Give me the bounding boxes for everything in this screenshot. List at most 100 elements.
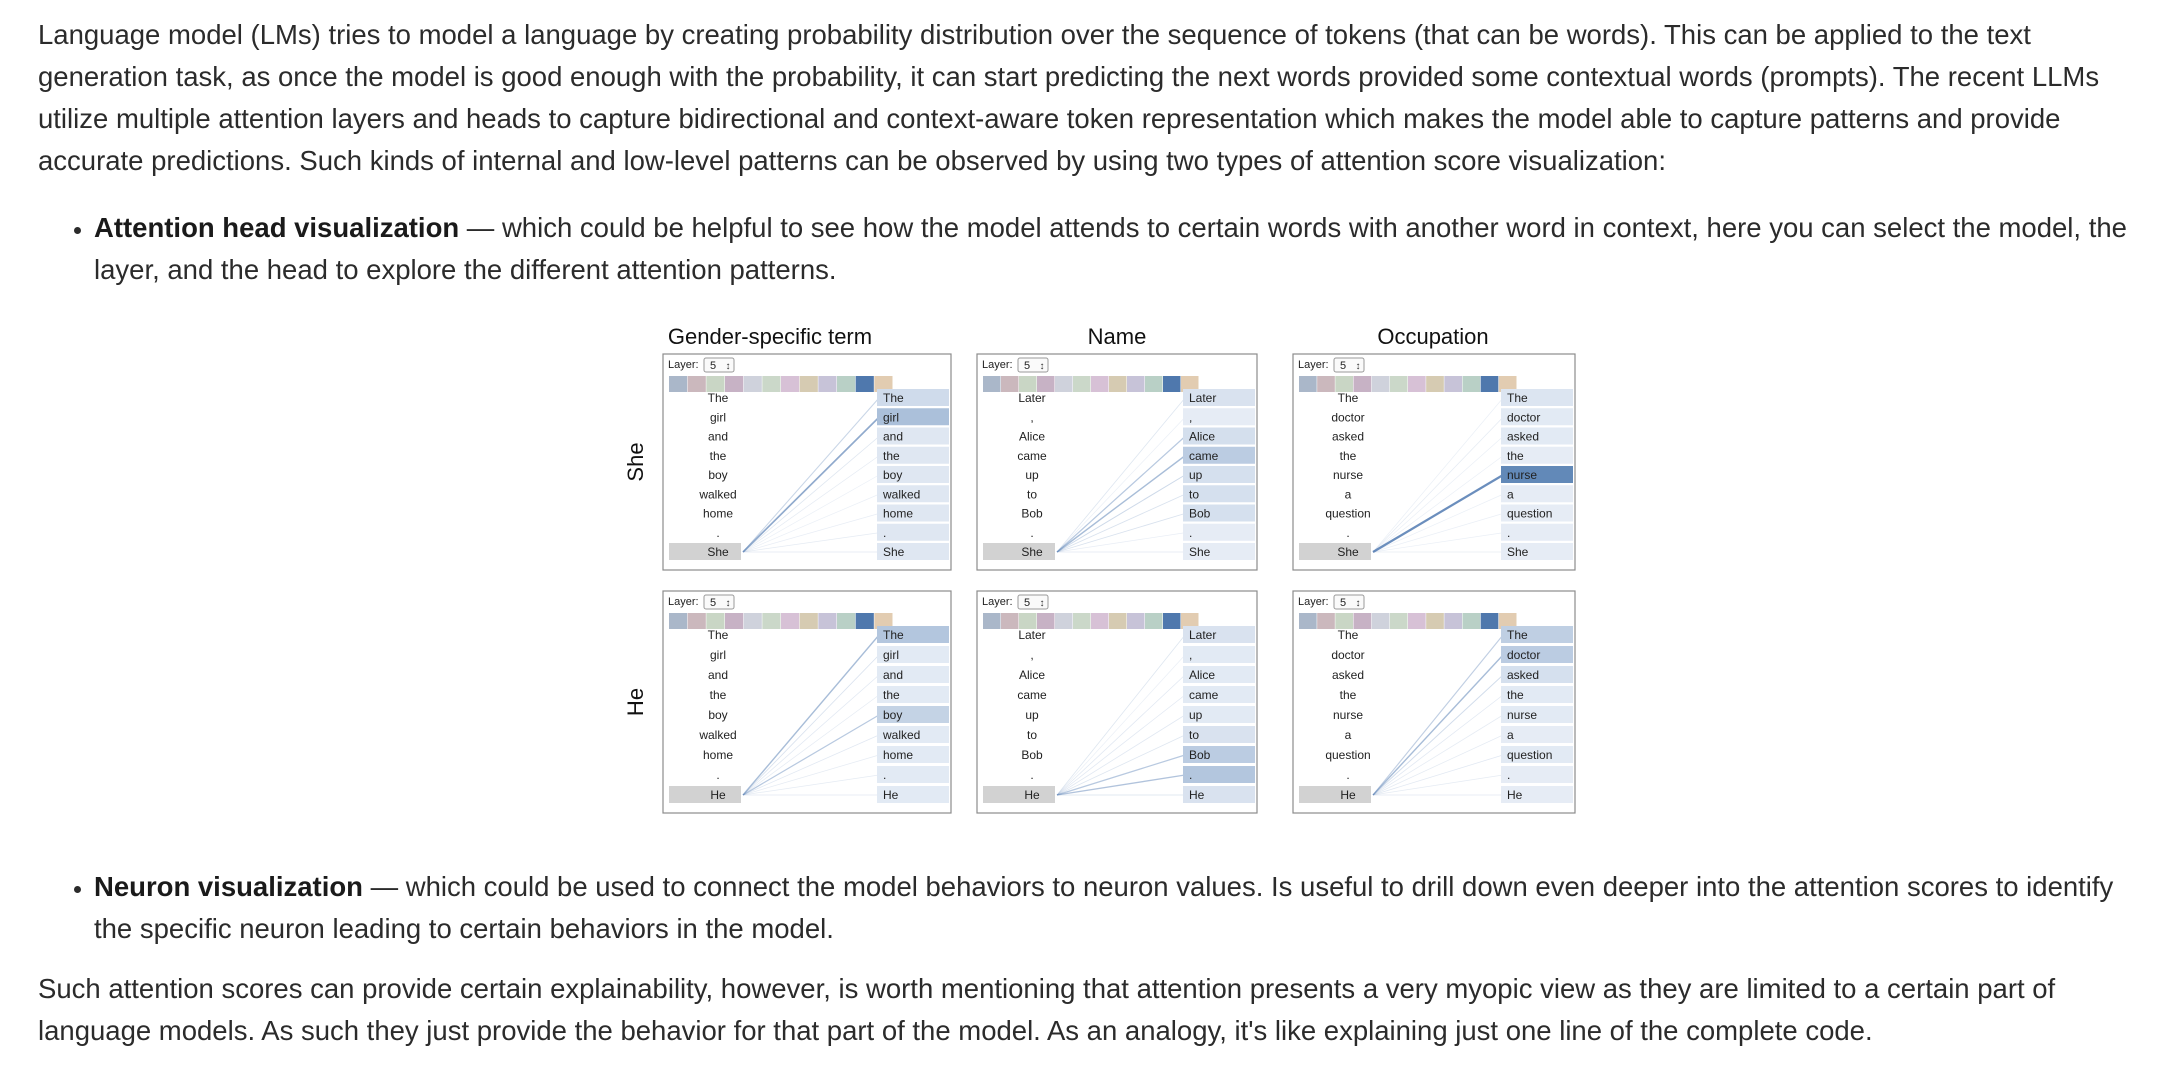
head-color-cell[interactable] <box>669 376 688 392</box>
head-color-cell[interactable] <box>1055 613 1073 629</box>
right-token-box[interactable] <box>877 389 949 406</box>
head-color-cell[interactable] <box>1163 376 1181 392</box>
head-color-cell[interactable] <box>1109 613 1127 629</box>
right-token-box[interactable] <box>1501 389 1573 406</box>
layer-select[interactable]: 5 ↕ <box>1333 594 1365 610</box>
head-color-cell[interactable] <box>743 376 762 392</box>
right-token-box[interactable] <box>877 726 949 743</box>
head-color-cell[interactable] <box>725 613 744 629</box>
head-color-cell[interactable] <box>1353 613 1372 629</box>
head-color-cell[interactable] <box>1426 613 1444 629</box>
head-color-cell[interactable] <box>1389 613 1408 629</box>
head-color-cell[interactable] <box>1389 376 1408 392</box>
head-color-cell[interactable] <box>1181 376 1199 392</box>
right-token-box[interactable] <box>1183 686 1255 703</box>
head-color-cell[interactable] <box>1091 376 1109 392</box>
head-color-cell[interactable] <box>1037 613 1055 629</box>
right-token-box[interactable] <box>1501 686 1573 703</box>
head-color-cell[interactable] <box>1019 613 1037 629</box>
right-token-box[interactable] <box>1501 466 1573 483</box>
head-color-cell[interactable] <box>818 376 837 392</box>
right-token-box[interactable] <box>1183 466 1255 483</box>
head-color-cell[interactable] <box>687 376 706 392</box>
head-color-cell[interactable] <box>1426 376 1444 392</box>
right-token-box[interactable] <box>877 446 949 464</box>
right-token-box[interactable] <box>877 523 949 541</box>
head-color-cell[interactable] <box>1055 376 1073 392</box>
right-token-box[interactable] <box>1501 504 1573 522</box>
selected-token-box[interactable] <box>983 786 1055 803</box>
head-color-cell[interactable] <box>1019 376 1037 392</box>
right-token-box[interactable] <box>877 706 949 723</box>
head-color-cell[interactable] <box>687 613 706 629</box>
head-color-cell[interactable] <box>799 613 818 629</box>
head-color-cell[interactable] <box>1480 376 1499 392</box>
right-token-box[interactable] <box>1501 726 1573 743</box>
right-token-box[interactable] <box>877 746 949 763</box>
head-color-cell[interactable] <box>1299 376 1317 392</box>
head-color-cell[interactable] <box>706 613 725 629</box>
head-color-cell[interactable] <box>799 376 818 392</box>
head-color-cell[interactable] <box>1335 613 1353 629</box>
head-color-cell[interactable] <box>1163 613 1181 629</box>
right-token-box[interactable] <box>1183 626 1255 643</box>
head-color-cell[interactable] <box>1299 613 1317 629</box>
head-color-cell[interactable] <box>1462 376 1481 392</box>
head-color-cell[interactable] <box>1073 613 1091 629</box>
head-color-cell[interactable] <box>1371 613 1390 629</box>
right-token-box[interactable] <box>1501 485 1573 503</box>
right-token-box[interactable] <box>1501 626 1573 643</box>
head-color-cell[interactable] <box>874 376 893 392</box>
head-color-cell[interactable] <box>1109 376 1127 392</box>
right-token-box[interactable] <box>1183 786 1255 803</box>
head-color-cell[interactable] <box>837 613 856 629</box>
head-color-cell[interactable] <box>706 376 725 392</box>
head-color-cell[interactable] <box>1145 376 1163 392</box>
right-token-box[interactable] <box>877 626 949 643</box>
head-color-cell[interactable] <box>1001 613 1019 629</box>
right-token-box[interactable] <box>1183 706 1255 723</box>
head-color-cell[interactable] <box>1335 376 1353 392</box>
right-token-box[interactable] <box>877 666 949 683</box>
right-token-box[interactable] <box>1501 543 1573 560</box>
head-color-cell[interactable] <box>855 613 874 629</box>
head-color-cell[interactable] <box>762 613 781 629</box>
right-token-box[interactable] <box>1183 485 1255 503</box>
head-color-cell[interactable] <box>1498 376 1517 392</box>
head-color-cell[interactable] <box>1480 613 1499 629</box>
head-color-cell[interactable] <box>1127 613 1145 629</box>
selected-token-box[interactable] <box>1299 543 1371 560</box>
head-color-cell[interactable] <box>1408 613 1426 629</box>
right-token-box[interactable] <box>1183 726 1255 743</box>
layer-select[interactable]: 5 ↕ <box>1017 357 1049 373</box>
right-token-box[interactable] <box>1501 427 1573 445</box>
head-color-cell[interactable] <box>1037 376 1055 392</box>
head-color-cell[interactable] <box>1127 376 1145 392</box>
head-color-cell[interactable] <box>983 376 1001 392</box>
layer-select[interactable]: 5 ↕ <box>1333 357 1365 373</box>
right-token-box[interactable] <box>1183 766 1255 783</box>
right-token-box[interactable] <box>877 466 949 483</box>
right-token-box[interactable] <box>877 427 949 445</box>
right-token-box[interactable] <box>1183 646 1255 663</box>
right-token-box[interactable] <box>1183 408 1255 426</box>
head-color-cell[interactable] <box>1091 613 1109 629</box>
head-color-cell[interactable] <box>743 613 762 629</box>
head-color-cell[interactable] <box>781 613 800 629</box>
head-color-cell[interactable] <box>818 613 837 629</box>
right-token-box[interactable] <box>1501 666 1573 683</box>
head-color-cell[interactable] <box>669 613 688 629</box>
head-color-cell[interactable] <box>725 376 744 392</box>
right-token-box[interactable] <box>1183 523 1255 541</box>
head-color-cell[interactable] <box>1317 613 1335 629</box>
right-token-box[interactable] <box>877 408 949 426</box>
right-token-box[interactable] <box>1183 446 1255 464</box>
selected-token-box[interactable] <box>1299 786 1371 803</box>
right-token-box[interactable] <box>1183 427 1255 445</box>
right-token-box[interactable] <box>1501 766 1573 783</box>
selected-token-box[interactable] <box>669 543 741 560</box>
head-color-cell[interactable] <box>837 376 856 392</box>
head-color-cell[interactable] <box>1444 613 1462 629</box>
layer-select[interactable]: 5 ↕ <box>703 594 735 610</box>
selected-token-box[interactable] <box>669 786 741 803</box>
